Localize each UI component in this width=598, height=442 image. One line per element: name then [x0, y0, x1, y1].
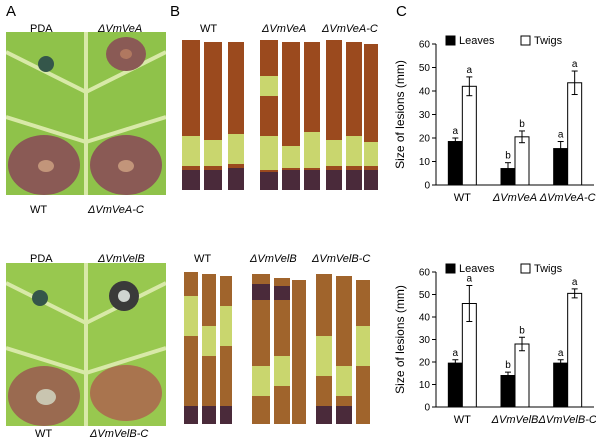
x-tick-label: WT: [454, 192, 471, 204]
x-tick-label: ΔVmVeA: [492, 192, 537, 204]
panel-label-c: C: [396, 3, 407, 20]
significance-letter: a: [572, 277, 578, 288]
leaf-label-vea: ΔVmVeA: [98, 23, 143, 35]
x-tick-label: ΔVmVeA-C: [539, 192, 596, 204]
y-tick-label: 40: [419, 313, 431, 324]
y-tick-label: 30: [419, 335, 431, 346]
bar-leaves: [447, 362, 463, 408]
leaf-label-velb: ΔVmVelB: [98, 253, 145, 265]
panel-label-a: A: [6, 3, 17, 20]
legend-swatch-twigs: [520, 263, 531, 274]
bar-leaves: [447, 141, 463, 186]
y-tick-label: 60: [419, 268, 431, 279]
significance-letter: b: [519, 119, 525, 130]
bar-chart-vea: 0 10 20 30 40 50 60 Size of lesions (mm) Leaves T…: [393, 35, 596, 204]
leaf-label-pda-bottom: PDA: [30, 253, 53, 265]
leaf-label-wt-bottom: WT: [35, 428, 53, 440]
x-tick-label: ΔVmVelB-C: [538, 414, 596, 426]
y-tick-label: 10: [419, 380, 431, 391]
y-tick-label: 60: [419, 40, 431, 51]
bar-twigs: [514, 343, 530, 408]
y-tick-label: 0: [424, 403, 430, 414]
significance-letter: a: [572, 59, 578, 70]
bar-leaves: [553, 362, 569, 408]
panel-label-b: B: [170, 3, 181, 20]
twig-label-vea: ΔVmVeA: [262, 23, 307, 35]
leaf-label-wt-top: WT: [30, 204, 48, 216]
y-axis-label: Size of lesions (mm): [393, 60, 407, 169]
legend-label-twigs: Twigs: [534, 35, 563, 47]
significance-letter: b: [505, 151, 511, 162]
y-axis-label: Size of lesions (mm): [393, 285, 407, 394]
significance-letter: a: [467, 65, 473, 76]
leaf-label-pda-top: PDA: [30, 23, 53, 35]
y-tick-label: 10: [419, 157, 431, 168]
bar-chart-velb: 0 10 20 30 40 50 60 Size of lesions (mm) Leaves T…: [393, 263, 596, 426]
significance-letter: a: [558, 348, 564, 359]
legend-swatch-twigs: [520, 35, 531, 46]
legend-label-twigs: Twigs: [534, 263, 563, 275]
x-tick-label: WT: [454, 414, 471, 426]
twig-photo-vea: [182, 40, 378, 190]
y-tick-label: 20: [419, 358, 431, 369]
bar-twigs: [567, 82, 583, 186]
leaf-photo-vea: [6, 32, 166, 195]
significance-letter: a: [453, 348, 459, 359]
leaf-label-vea-c: ΔVmVeA-C: [88, 204, 144, 216]
y-tick-label: 30: [419, 110, 431, 121]
x-tick-label: ΔVmVelB: [491, 414, 539, 426]
legend-swatch-leaves: [445, 35, 456, 46]
y-tick-label: 50: [419, 290, 431, 301]
legend-label-leaves: Leaves: [459, 35, 495, 47]
y-tick-label: 0: [424, 181, 430, 192]
significance-letter: a: [558, 130, 564, 141]
significance-letter: a: [467, 274, 473, 285]
significance-letter: b: [505, 360, 511, 371]
twig-label-wt-top: WT: [200, 23, 218, 35]
leaf-photo-velb: [6, 263, 166, 426]
significance-letter: b: [519, 325, 525, 336]
leaf-label-velb-c: ΔVmVelB-C: [90, 428, 149, 440]
y-tick-label: 50: [419, 63, 431, 74]
twig-label-wt-bottom: WT: [194, 253, 212, 265]
y-tick-label: 40: [419, 87, 431, 98]
twig-label-vea-c: ΔVmVeA-C: [322, 23, 378, 35]
bar-leaves: [500, 375, 516, 408]
legend-swatch-leaves: [445, 263, 456, 274]
significance-letter: a: [453, 126, 459, 137]
bar-twigs: [461, 85, 477, 186]
twig-photo-velb: [184, 272, 370, 424]
bar-twigs: [514, 136, 530, 186]
legend-label-leaves: Leaves: [459, 263, 495, 275]
bar-twigs: [567, 292, 583, 408]
twig-label-velb: ΔVmVelB: [250, 253, 297, 265]
y-tick-label: 20: [419, 134, 431, 145]
twig-label-velb-c: ΔVmVelB-C: [312, 253, 371, 265]
